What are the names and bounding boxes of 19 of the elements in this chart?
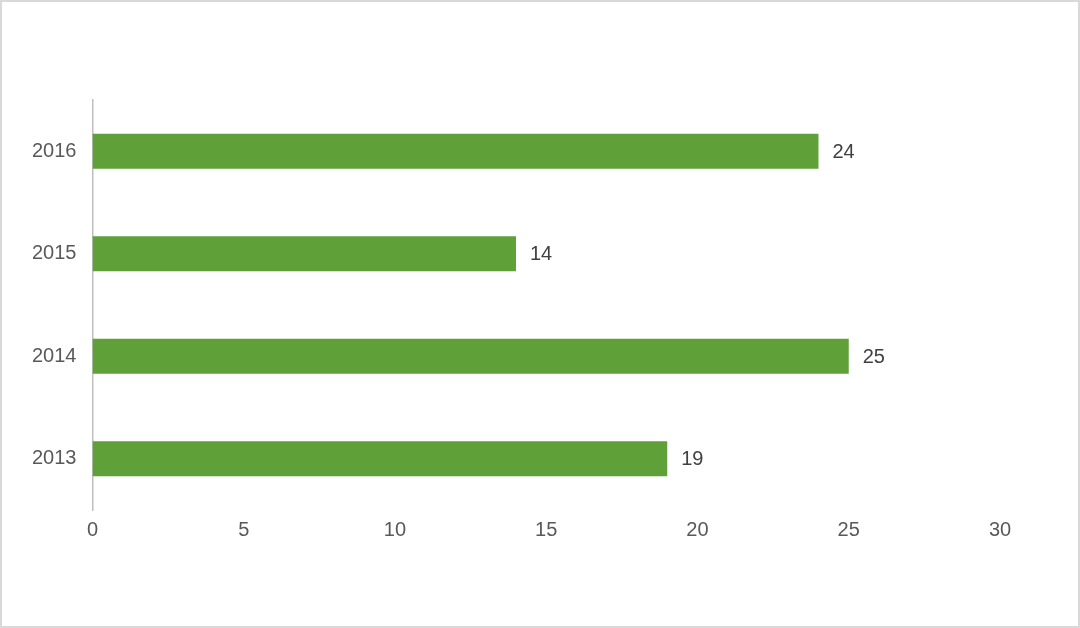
bar: [92, 236, 516, 272]
y-tick-label: 2014: [31, 343, 77, 366]
x-tick-label: 20: [686, 517, 709, 540]
x-tick-label: 5: [238, 517, 250, 540]
x-tick-label: 25: [837, 517, 860, 540]
data-label: 14: [530, 242, 553, 265]
data-label: 24: [832, 139, 855, 162]
x-tick-label: 10: [383, 517, 407, 540]
bar: [92, 338, 849, 374]
data-label: 25: [862, 344, 885, 367]
x-tick-label: 15: [535, 517, 558, 540]
y-tick-label: 2013: [31, 446, 77, 469]
y-tick-label: 2016: [31, 138, 77, 161]
y-tick-label: 2015: [31, 241, 77, 264]
x-tick-label: 30: [988, 517, 1012, 540]
x-tick-label: 0: [86, 517, 99, 540]
bar: [92, 133, 819, 169]
data-label: 19: [681, 447, 704, 470]
bar: [92, 441, 668, 477]
